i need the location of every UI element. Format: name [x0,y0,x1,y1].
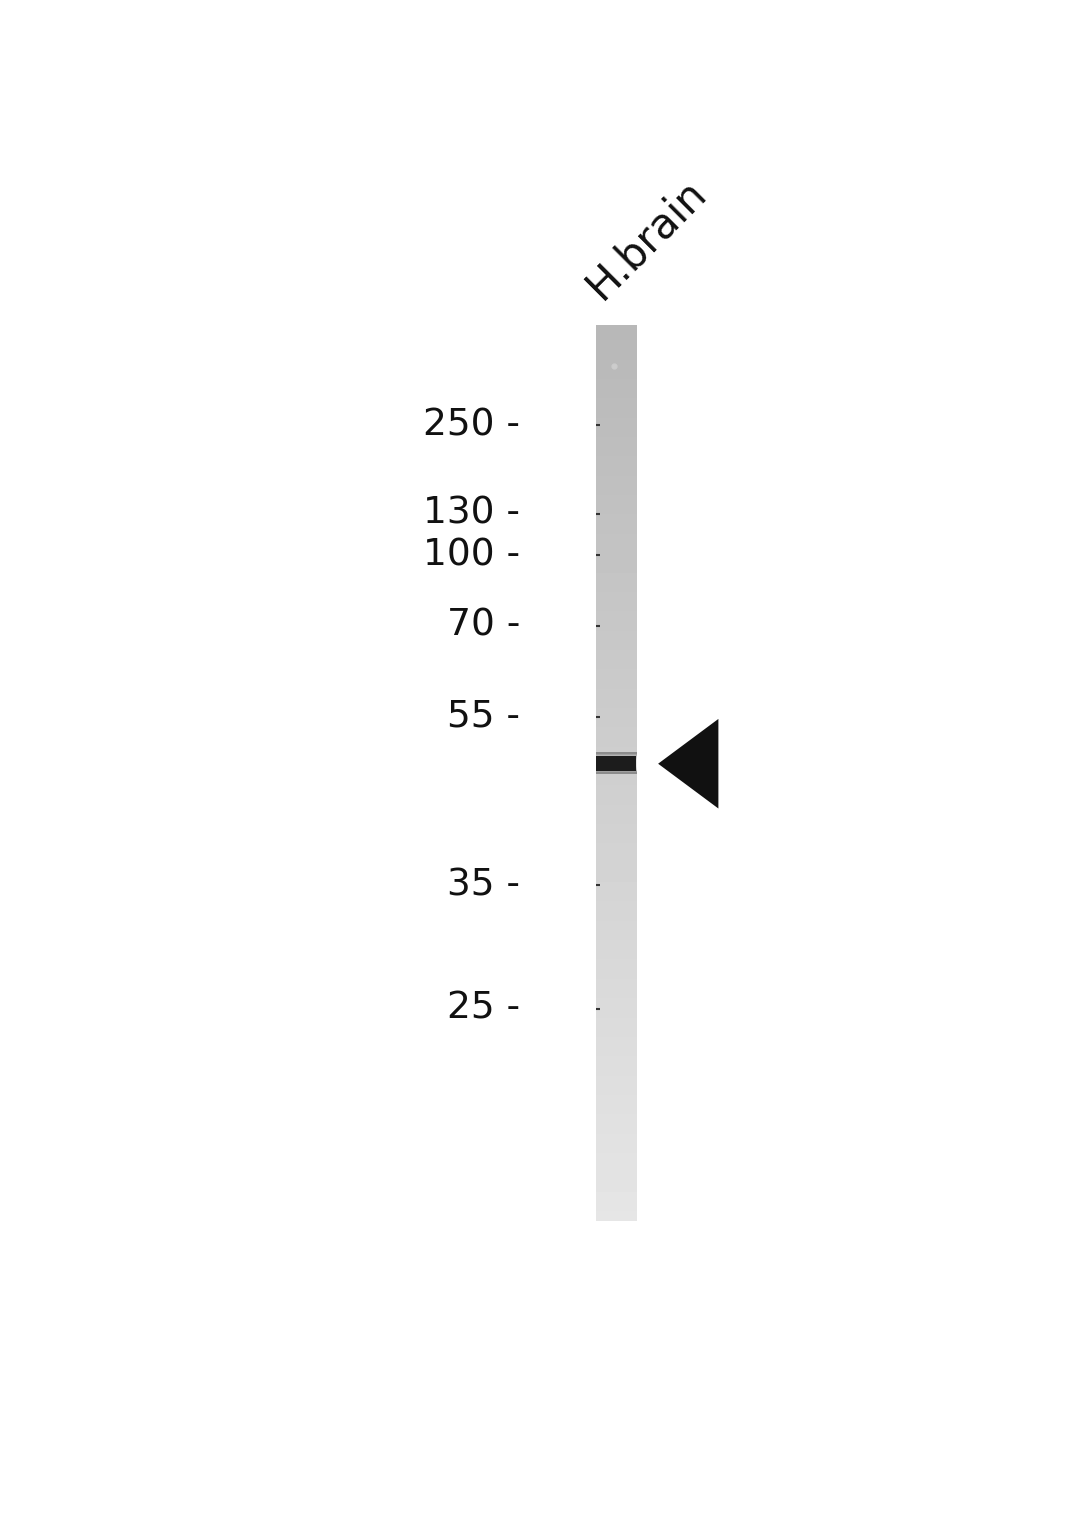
Text: 130 -: 130 - [423,496,521,531]
Text: 55 -: 55 - [447,698,521,735]
Polygon shape [658,720,718,808]
Bar [596,756,636,772]
Text: 250 -: 250 - [423,407,521,444]
Text: 35 -: 35 - [447,867,521,903]
Text: 70 -: 70 - [447,608,521,645]
Text: 25 -: 25 - [447,991,521,1027]
Text: H.brain: H.brain [578,171,715,308]
Text: 100 -: 100 - [423,537,521,573]
